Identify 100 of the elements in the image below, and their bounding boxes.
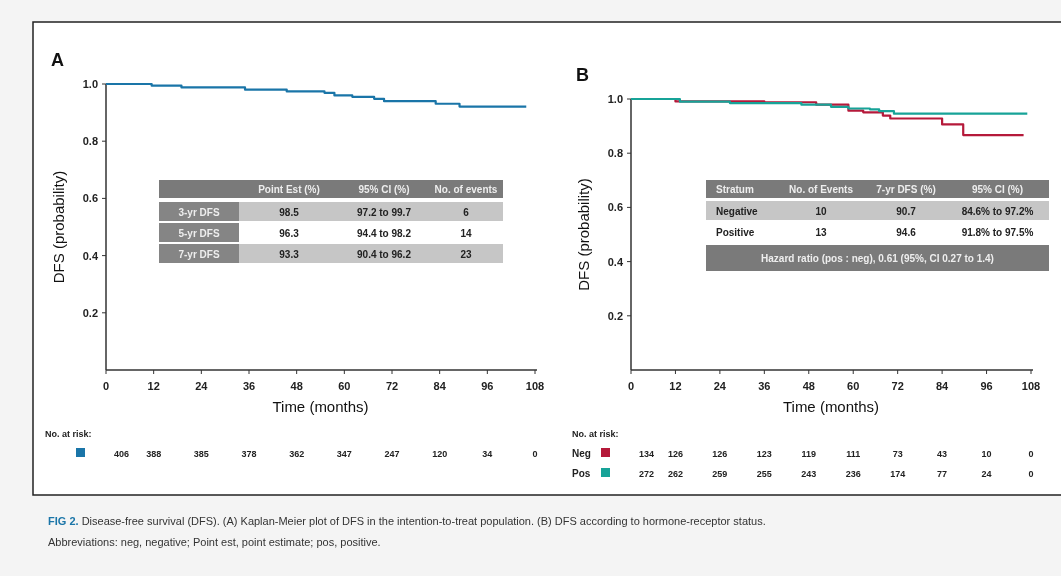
y-tick-label: 0.8 bbox=[607, 147, 623, 160]
y-tick-label: 1.0 bbox=[607, 93, 623, 105]
x-tick-label: 24 bbox=[195, 380, 209, 392]
text: 243 bbox=[801, 469, 817, 479]
annotation: 95% CI (%) bbox=[971, 184, 1024, 195]
annotation: 23 bbox=[460, 249, 472, 260]
annotation: 90.4 to 96.2 bbox=[357, 249, 412, 260]
annotation: 13 bbox=[815, 227, 827, 238]
annotation: No. of events bbox=[434, 184, 498, 195]
x-tick-label: 108 bbox=[1021, 380, 1041, 392]
annotation: 10 bbox=[815, 206, 827, 217]
annotation: 93.3 bbox=[279, 249, 300, 260]
x-tick-label: 72 bbox=[385, 380, 399, 392]
x-tick-label: 84 bbox=[935, 380, 950, 392]
annotation: 6 bbox=[463, 207, 470, 218]
legend-label: Pos bbox=[572, 468, 591, 479]
x-tick-label: 60 bbox=[847, 380, 860, 392]
x-tick-label: 24 bbox=[713, 380, 727, 392]
text: 174 bbox=[890, 469, 906, 479]
text: 378 bbox=[241, 449, 257, 459]
annotation: 7-yr DFS bbox=[178, 249, 220, 260]
annotation: 84.6% to 97.2% bbox=[961, 206, 1034, 217]
x-tick-label: 12 bbox=[147, 380, 160, 392]
y-tick-label: 0.4 bbox=[82, 249, 99, 262]
y-tick-label: 0.2 bbox=[82, 306, 98, 319]
annotation: 94.4 to 98.2 bbox=[357, 228, 412, 239]
annotation: 91.8% to 97.5% bbox=[961, 227, 1034, 238]
x-tick-label: 48 bbox=[290, 380, 303, 392]
caption: FIG 2. bbox=[48, 515, 79, 527]
annotation: 14 bbox=[460, 228, 472, 239]
annotation: 7-yr DFS (%) bbox=[876, 184, 936, 195]
text: 406 bbox=[114, 449, 130, 459]
text: 120 bbox=[432, 449, 448, 459]
text: 259 bbox=[712, 469, 728, 479]
text: 0 bbox=[532, 449, 538, 459]
text: No. at risk: bbox=[572, 429, 619, 439]
text: 111 bbox=[846, 449, 861, 459]
x-tick-label: 84 bbox=[433, 380, 447, 392]
annotation: 96.3 bbox=[279, 228, 300, 239]
annotation: 94.6 bbox=[896, 227, 917, 238]
text: 272 bbox=[639, 469, 655, 479]
y-tick-label: 0.4 bbox=[607, 255, 624, 268]
x-tick-label: 96 bbox=[980, 380, 993, 392]
text: 388 bbox=[146, 449, 162, 459]
text: 10 bbox=[981, 449, 992, 459]
text: 255 bbox=[756, 469, 772, 479]
text: 24 bbox=[981, 469, 992, 479]
x-axis-title: Time (months) bbox=[272, 398, 369, 415]
y-tick-label: 0.6 bbox=[82, 192, 98, 205]
text: 123 bbox=[756, 449, 772, 459]
chart-title: A bbox=[51, 50, 64, 70]
text: 77 bbox=[937, 469, 948, 479]
y-axis-title: DFS (probability) bbox=[575, 178, 592, 291]
text: 262 bbox=[667, 469, 683, 479]
text: 362 bbox=[289, 449, 305, 459]
text: 347 bbox=[336, 449, 352, 459]
y-tick-label: 0.6 bbox=[607, 201, 623, 214]
x-axis-title: Time (months) bbox=[782, 398, 880, 415]
x-tick-label: 36 bbox=[242, 380, 256, 392]
x-tick-label: 72 bbox=[891, 380, 904, 392]
x-tick-label: 108 bbox=[525, 380, 545, 392]
annotation: 98.5 bbox=[279, 207, 300, 218]
text: Abbreviations: neg, negative; Point est, point estimate; pos, positive. bbox=[48, 536, 381, 548]
x-tick-label: 0 bbox=[102, 380, 110, 392]
text: 0 bbox=[1028, 469, 1034, 479]
annotation: 95% CI (%) bbox=[358, 184, 410, 195]
annotation: 5-yr DFS bbox=[178, 228, 220, 239]
chart-title: B bbox=[576, 65, 589, 85]
annotation: 90.7 bbox=[896, 206, 917, 217]
annotation: No. of Events bbox=[789, 184, 854, 195]
annotation: 3-yr DFS bbox=[178, 207, 220, 218]
y-tick-label: 0.2 bbox=[607, 309, 623, 322]
text: 126 bbox=[712, 449, 728, 459]
text: 247 bbox=[384, 449, 400, 459]
y-tick-label: 0.8 bbox=[82, 135, 98, 148]
annotation: Hazard ratio (pos : neg), 0.61 (95%, CI 0.27 to 1.4) bbox=[761, 253, 994, 264]
annotation: Stratum bbox=[716, 184, 754, 195]
y-tick-label: 1.0 bbox=[82, 78, 98, 90]
annotation: Negative bbox=[716, 206, 759, 217]
x-tick-label: 96 bbox=[481, 380, 494, 392]
text: Disease-free survival (DFS). (A) Kaplan-Meier plot of DFS in the intention-to-treat population. (B) DFS according to hormone-receptor status. bbox=[81, 515, 766, 527]
text: 119 bbox=[801, 449, 817, 459]
text: 236 bbox=[845, 469, 861, 479]
text: 43 bbox=[937, 449, 948, 459]
x-tick-label: 0 bbox=[627, 380, 635, 392]
annotation: 97.2 to 99.7 bbox=[357, 207, 412, 218]
annotation: Positive bbox=[716, 227, 755, 238]
x-tick-label: 48 bbox=[802, 380, 815, 392]
y-axis-title: DFS (probability) bbox=[50, 170, 67, 284]
text: 0 bbox=[1028, 449, 1034, 459]
x-tick-label: 60 bbox=[338, 380, 351, 392]
text: 73 bbox=[892, 449, 903, 459]
legend-label: Neg bbox=[572, 448, 591, 459]
annotation: Point Est (%) bbox=[258, 184, 320, 195]
text: 385 bbox=[193, 449, 209, 459]
x-tick-label: 36 bbox=[758, 380, 771, 392]
text: 134 bbox=[639, 449, 655, 459]
text: 126 bbox=[667, 449, 683, 459]
text: No. at risk: bbox=[45, 429, 92, 439]
x-tick-label: 12 bbox=[669, 380, 682, 392]
